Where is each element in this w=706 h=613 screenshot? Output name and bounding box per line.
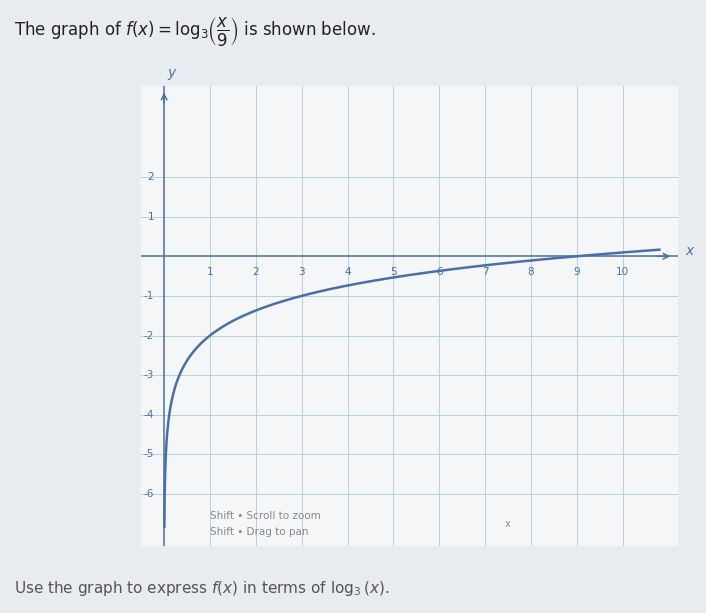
Text: -4: -4 [143, 409, 154, 420]
Text: 6: 6 [436, 267, 443, 277]
Text: 3: 3 [299, 267, 305, 277]
Text: 2: 2 [148, 172, 154, 182]
Text: -2: -2 [143, 330, 154, 340]
Text: Shift • Scroll to zoom: Shift • Scroll to zoom [210, 511, 321, 521]
Text: 7: 7 [481, 267, 489, 277]
Text: 4: 4 [345, 267, 351, 277]
Text: -1: -1 [143, 291, 154, 301]
Text: 1: 1 [207, 267, 213, 277]
Text: $x$: $x$ [685, 245, 695, 259]
Text: 5: 5 [390, 267, 397, 277]
Text: 10: 10 [616, 267, 629, 277]
Text: -6: -6 [143, 489, 154, 499]
Text: 9: 9 [573, 267, 580, 277]
Text: 1: 1 [148, 211, 154, 222]
Text: 2: 2 [253, 267, 259, 277]
Text: 8: 8 [527, 267, 534, 277]
Text: $y$: $y$ [167, 67, 178, 82]
Text: x: x [505, 519, 511, 529]
Text: The graph of $f(x) = \log_3\!\left(\dfrac{x}{9}\right)$ is shown below.: The graph of $f(x) = \log_3\!\left(\dfra… [14, 15, 376, 48]
Text: -5: -5 [143, 449, 154, 459]
Text: -3: -3 [143, 370, 154, 380]
Text: Shift • Drag to pan: Shift • Drag to pan [210, 527, 309, 537]
Text: Use the graph to express $f(x)$ in terms of $\log_3(x)$.: Use the graph to express $f(x)$ in terms… [14, 579, 390, 598]
